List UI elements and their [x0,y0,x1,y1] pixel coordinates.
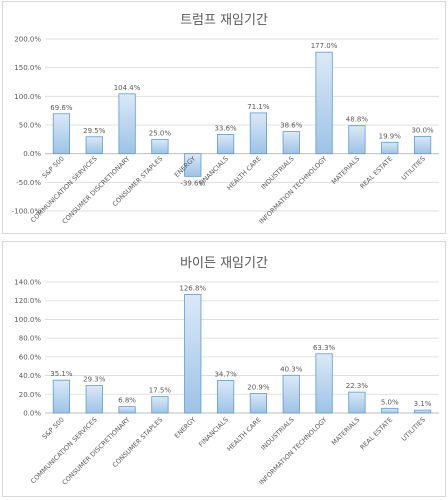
y-tick-label: 120.0% [14,297,41,305]
bar [249,112,268,155]
bar [381,407,399,414]
data-label: 35.1% [50,370,73,378]
y-tick-label: 40.0% [19,372,42,380]
y-tick-label: -50.0% [16,179,41,187]
category-label: S&P 500 [41,155,66,180]
data-label: 19.9% [379,132,402,140]
data-label: 20.9% [247,383,270,391]
bar [315,353,333,414]
chart-trump-panel: 트럼프 재임기간 -100.0% -50.0% 0.0% 50.0% 100.0% 150.… [2,1,446,234]
data-label: 17.5% [149,387,172,395]
category-label: UTILITIES [400,155,427,182]
data-label: 38.6% [280,122,303,130]
category-label: REAL ESTATE [358,416,394,452]
data-label: 63.3% [313,344,336,352]
bar [413,136,432,155]
category-label: INFORMATION TECHNOLOGY [258,416,329,487]
bar [52,113,71,155]
bar [151,396,169,414]
bar [118,93,136,155]
data-label: 22.3% [346,382,369,390]
data-label: 6.8% [118,397,136,405]
y-tick-label: 200.0% [14,36,41,44]
category-label: INFORMATION TECHNOLOGY [258,155,329,226]
data-label: 5.0% [381,398,399,406]
data-label: 126.8% [179,284,206,292]
data-label: 71.1% [247,103,270,111]
bar [52,379,71,414]
data-label: -39.6% [180,179,205,187]
bar [413,409,432,414]
data-label: 30.0% [411,126,434,134]
category-label: HEALTH CARE [226,416,263,453]
bar [85,136,103,155]
data-label: 69.6% [50,104,73,112]
category-label: CONSUMER DISCRETIONARY [61,155,132,226]
data-label: 33.6% [214,124,237,132]
y-tick-label: 20.0% [19,391,42,399]
y-tick-label: 50.0% [19,122,42,130]
category-label: HEALTH CARE [226,155,263,192]
y-tick-label: 80.0% [19,335,42,343]
category-label: MATERIALS [330,416,361,447]
bar [184,293,202,414]
chart-biden: 바이든 재임기간 0.0% 20.0% 40.0% 60.0% 80.0% 100.0% 12… [14,256,439,487]
data-label: 40.3% [280,365,303,373]
bar [348,391,366,414]
y-tick-label: 60.0% [19,353,42,361]
y-tick-label: 140.0% [14,279,41,287]
bar [348,125,366,155]
bar [184,153,202,177]
category-label: FINANCIALS [197,416,230,449]
data-label: 29.3% [83,376,106,384]
bar [151,138,169,155]
bar [249,393,268,414]
data-label: 25.0% [149,129,172,137]
y-tick-label: 100.0% [14,93,41,101]
category-label: UTILITIES [400,416,427,443]
bar [282,131,300,155]
category-label: S&P 500 [41,416,66,441]
data-label: 177.0% [311,42,338,50]
y-tick-label: 100.0% [14,316,41,324]
chart-biden-panel: 바이든 재임기간 0.0% 20.0% 40.0% 60.0% 80.0% 100.0% 12… [2,241,446,497]
bar [85,385,103,414]
data-label: 3.1% [414,400,432,408]
chart-trump: 트럼프 재임기간 -100.0% -50.0% 0.0% 50.0% 100.0% 150.… [12,13,439,226]
bar [315,51,333,155]
data-label: 104.4% [114,84,141,92]
data-label: 34.7% [214,371,237,379]
y-tick-label: 0.0% [23,150,41,158]
bar [216,380,235,414]
category-label: INDUSTRIALS [259,416,295,452]
y-tick-label: -100.0% [12,208,42,216]
category-label: CONSUMER DISCRETIONARY [61,416,132,487]
bar [216,134,235,155]
chart-title: 바이든 재임기간 [180,256,268,271]
bar [118,406,136,414]
data-label: 48.8% [346,116,369,124]
bar [282,374,300,414]
category-label: COMMUNICATION SERVICES [29,155,99,225]
category-label: INDUSTRIALS [259,155,295,191]
data-label: 29.5% [83,127,106,135]
category-label: COMMUNICATION SERVICES [29,416,99,486]
bar [381,141,399,155]
category-label: MATERIALS [330,155,361,186]
y-tick-label: 0.0% [23,410,41,418]
chart-title: 트럼프 재임기간 [180,13,268,28]
category-label: REAL ESTATE [358,155,394,191]
y-tick-label: 150.0% [14,64,41,72]
category-label: ENERGY [173,416,197,440]
